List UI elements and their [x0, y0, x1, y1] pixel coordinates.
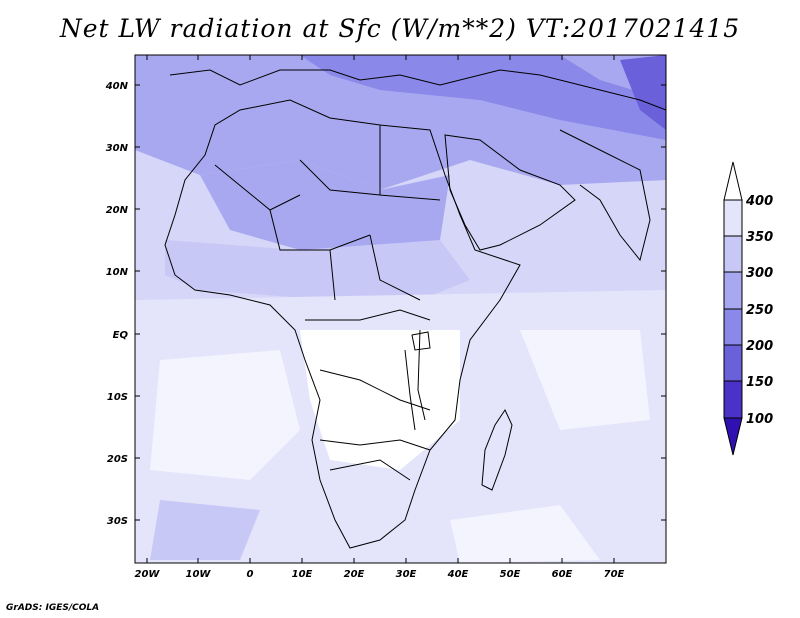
colorbar-labels: 400 350 300 250 200 150 100 [745, 194, 773, 427]
lon-label-30e: 30E [396, 569, 417, 580]
lon-label-40e: 40E [447, 569, 469, 580]
lon-label-10e: 10E [292, 569, 313, 580]
colorbar-label-100: 100 [746, 412, 773, 427]
lat-label-30s: 30S [107, 516, 128, 527]
colorbar-bin-150-200 [723, 344, 743, 382]
lon-label-20e: 20E [344, 569, 365, 580]
lat-label-40n: 40N [105, 81, 129, 92]
africa-coastline [164, 99, 521, 549]
europe-coastline [169, 69, 666, 111]
lat-label-eq: EQ [113, 330, 129, 341]
lon-label-50e: 50E [500, 569, 521, 580]
colorbar-bin-350-400 [723, 199, 743, 237]
lat-label-10s: 10S [107, 392, 128, 403]
colorbar-bin-300-350 [723, 235, 743, 273]
madagascar-coastline [481, 408, 513, 491]
colorbar-bin-200-250 [723, 308, 743, 346]
colorbar-bottom-arrow [723, 417, 743, 456]
map-frame [134, 54, 667, 564]
lat-label-20s: 20S [107, 454, 128, 465]
lon-label-10w: 10W [186, 569, 212, 580]
lon-label-60e: 60E [552, 569, 573, 580]
lon-axis: 20W 10W 0 10E 20E 30E 40E 50E 60E 70E [135, 55, 625, 580]
colorbar [723, 161, 743, 456]
colorbar-bin-100-150 [723, 380, 743, 419]
colorbar-top-arrow [723, 161, 743, 201]
lat-label-20n: 20N [106, 205, 129, 216]
lon-label-0: 0 [247, 569, 254, 580]
colorbar-label-200: 200 [746, 339, 773, 354]
lat-axis: 40N 30N 20N 10N EQ 10S 20S 30S [105, 81, 666, 527]
lon-label-20w: 20W [135, 569, 161, 580]
arabia-coastline [444, 134, 576, 251]
colorbar-label-250: 250 [746, 303, 773, 318]
colorbar-label-150: 150 [746, 375, 773, 390]
lat-label-10n: 10N [106, 267, 129, 278]
radiation-field [135, 55, 666, 563]
grads-credit: GrADS: IGES/COLA [6, 603, 100, 613]
chart-title: Net LW radiation at Sfc (W/m**2) VT:2017… [59, 14, 741, 43]
colorbar-label-300: 300 [746, 266, 773, 281]
coastlines [164, 69, 666, 549]
lat-label-30n: 30N [106, 143, 129, 154]
colorbar-bin-250-300 [723, 271, 743, 310]
colorbar-label-400: 400 [745, 194, 773, 209]
colorbar-label-350: 350 [746, 230, 773, 245]
lake-victoria [411, 331, 431, 351]
lon-label-70e: 70E [604, 569, 625, 580]
